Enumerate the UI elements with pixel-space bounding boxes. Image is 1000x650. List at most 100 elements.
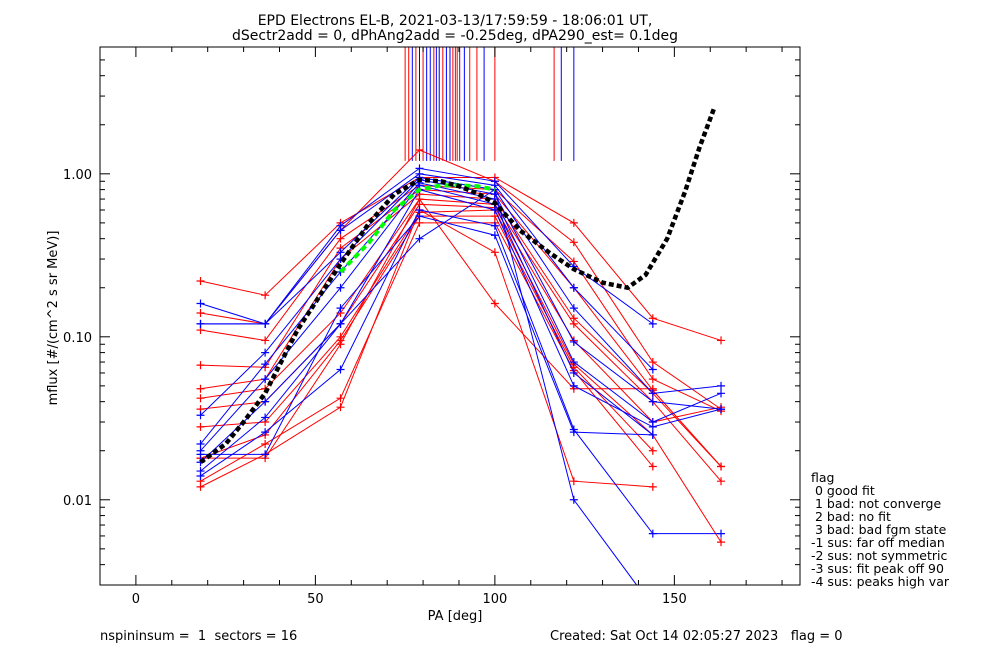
data-point	[336, 304, 345, 313]
y-tick-label: 1.00	[63, 168, 92, 183]
data-point	[648, 358, 657, 367]
data-point	[648, 389, 657, 398]
legend-item-4: -1 sus: far off median	[811, 535, 945, 550]
data-point	[261, 428, 270, 437]
series-line	[200, 189, 722, 463]
legend-item-2: 2 bad: no fit	[811, 509, 891, 524]
data-point	[336, 340, 345, 349]
data-point	[717, 336, 726, 345]
data-point	[569, 368, 578, 377]
data-point	[196, 361, 205, 370]
data-point	[490, 231, 499, 240]
data-point	[261, 291, 270, 300]
data-point	[569, 495, 578, 504]
x-tick-label: 0	[132, 592, 140, 607]
data-point	[336, 234, 345, 243]
data-point	[261, 348, 270, 357]
series-line	[200, 198, 722, 482]
data-point	[569, 477, 578, 486]
y-axis-label: mflux [#/(cm^2 s sr MeV)]	[46, 231, 61, 406]
series-line	[200, 193, 722, 467]
data-point	[196, 299, 205, 308]
data-point	[717, 405, 726, 414]
data-point	[261, 375, 270, 384]
data-point	[415, 146, 424, 155]
data-point	[261, 450, 270, 459]
data-point	[569, 218, 578, 227]
data-point	[336, 248, 345, 257]
x-tick-label: 150	[662, 592, 687, 607]
data-point	[569, 283, 578, 292]
plot-marks	[196, 47, 726, 585]
data-point	[336, 365, 345, 374]
data-point	[490, 248, 499, 257]
series-line	[200, 176, 722, 341]
data-point	[415, 212, 424, 221]
data-point	[196, 450, 205, 459]
data-point	[415, 195, 424, 204]
series-line	[200, 179, 722, 416]
x-tick-label: 100	[482, 592, 507, 607]
series-line	[200, 176, 722, 394]
data-point	[261, 413, 270, 422]
data-point	[569, 428, 578, 437]
data-point	[196, 276, 205, 285]
data-point	[336, 319, 345, 328]
data-point	[196, 439, 205, 448]
data-point	[336, 403, 345, 412]
series-line	[200, 189, 722, 467]
chart-title-line1: EPD Electrons EL-B, 2021-03-13/17:59:59 …	[258, 13, 653, 29]
data-point	[490, 221, 499, 230]
data-point	[648, 430, 657, 439]
data-point	[569, 238, 578, 247]
data-point	[717, 389, 726, 398]
data-point	[569, 319, 578, 328]
data-point	[196, 384, 205, 393]
legend-item-6: -3 sus: fit peak off 90	[811, 561, 944, 576]
series-line	[200, 209, 722, 543]
y-tick-label: 0.10	[63, 331, 92, 346]
plot-area	[196, 47, 726, 585]
data-point	[196, 411, 205, 420]
data-point	[196, 482, 205, 491]
data-point	[336, 394, 345, 403]
footer-left: nspininsum = 1 sectors = 16	[100, 629, 297, 644]
data-point	[648, 319, 657, 328]
x-axis-label: PA [deg]	[428, 609, 483, 624]
data-point	[261, 319, 270, 328]
series-line	[200, 184, 654, 452]
data-point	[717, 529, 726, 538]
x-tick-label: 50	[307, 592, 324, 607]
data-point	[648, 462, 657, 471]
footer-right: Created: Sat Oct 14 02:05:27 2023 flag =…	[550, 629, 843, 644]
data-point	[261, 439, 270, 448]
data-point	[648, 375, 657, 384]
data-point	[648, 446, 657, 455]
data-point	[648, 482, 657, 491]
legend-item-3: 3 bad: bad fgm state	[811, 522, 947, 537]
legend: flag 0 good fit 1 bad: not converge 2 ba…	[811, 470, 950, 589]
data-point	[336, 226, 345, 235]
data-point	[490, 205, 499, 214]
data-point	[717, 477, 726, 486]
legend-item-5: -2 sus: not symmetric	[811, 548, 947, 563]
data-point	[490, 299, 499, 308]
data-point	[415, 218, 424, 227]
plot-frame	[99, 46, 801, 586]
data-point	[196, 467, 205, 476]
data-point	[196, 394, 205, 403]
legend-item-7: -4 sus: peaks high var	[811, 574, 950, 589]
data-point	[196, 319, 205, 328]
data-point	[569, 337, 578, 346]
data-point	[261, 397, 270, 406]
data-point	[569, 381, 578, 390]
data-point	[196, 308, 205, 317]
data-point	[261, 360, 270, 369]
data-point	[648, 397, 657, 406]
chart-title-line2: dSectr2add = 0, dPhAng2add = -0.25deg, d…	[232, 28, 678, 44]
data-point	[648, 422, 657, 431]
data-point	[490, 185, 499, 194]
data-point	[569, 304, 578, 313]
legend-item-0: 0 good fit	[811, 483, 875, 498]
